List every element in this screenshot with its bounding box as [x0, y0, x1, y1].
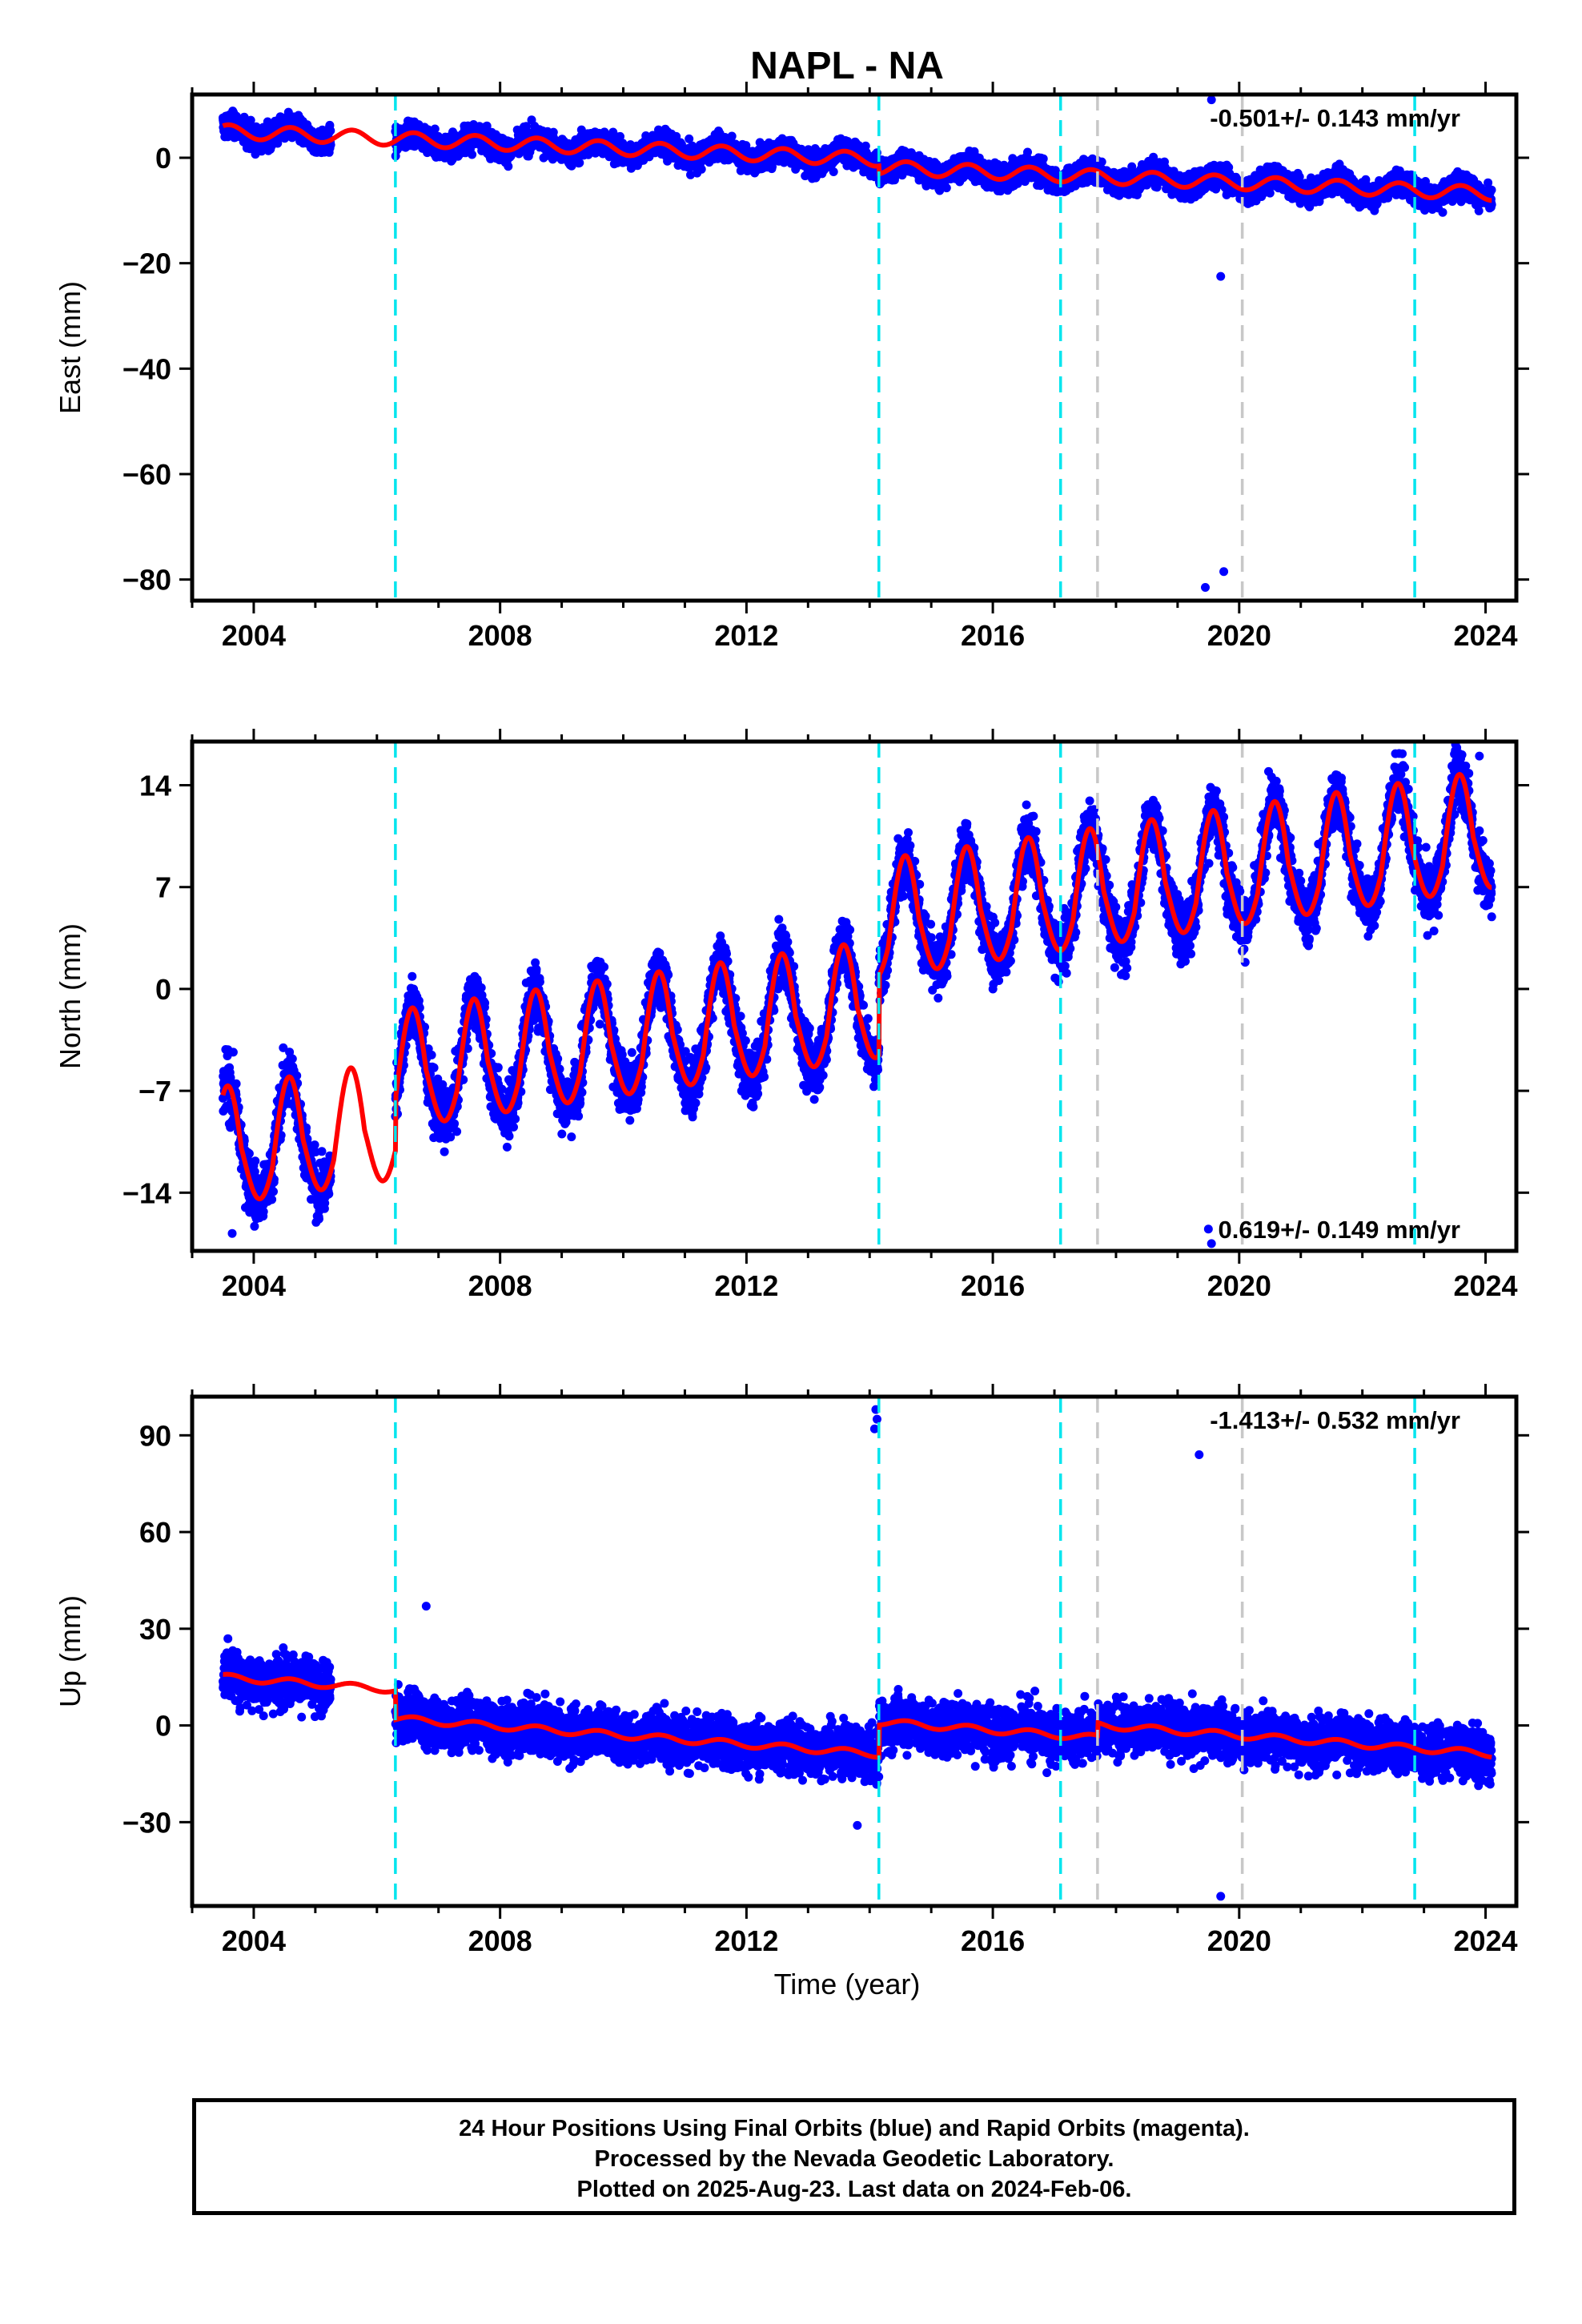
data-point	[430, 124, 440, 134]
data-point	[246, 115, 255, 125]
data-point	[326, 126, 335, 135]
data-point	[468, 150, 477, 159]
chart-title: NAPL - NA	[750, 45, 944, 87]
data-point	[1038, 154, 1048, 163]
plot-area	[219, 95, 1496, 593]
data-point	[575, 158, 584, 167]
panel-east: 2004 2008 2012 2016 2020 20240−20−40−60−80Eas…	[54, 82, 1529, 652]
data-point	[829, 167, 838, 176]
data-point	[697, 164, 706, 174]
data-point	[504, 162, 513, 171]
data-point	[942, 183, 951, 193]
final-orbit-points	[219, 95, 1496, 593]
data-point	[548, 127, 558, 137]
